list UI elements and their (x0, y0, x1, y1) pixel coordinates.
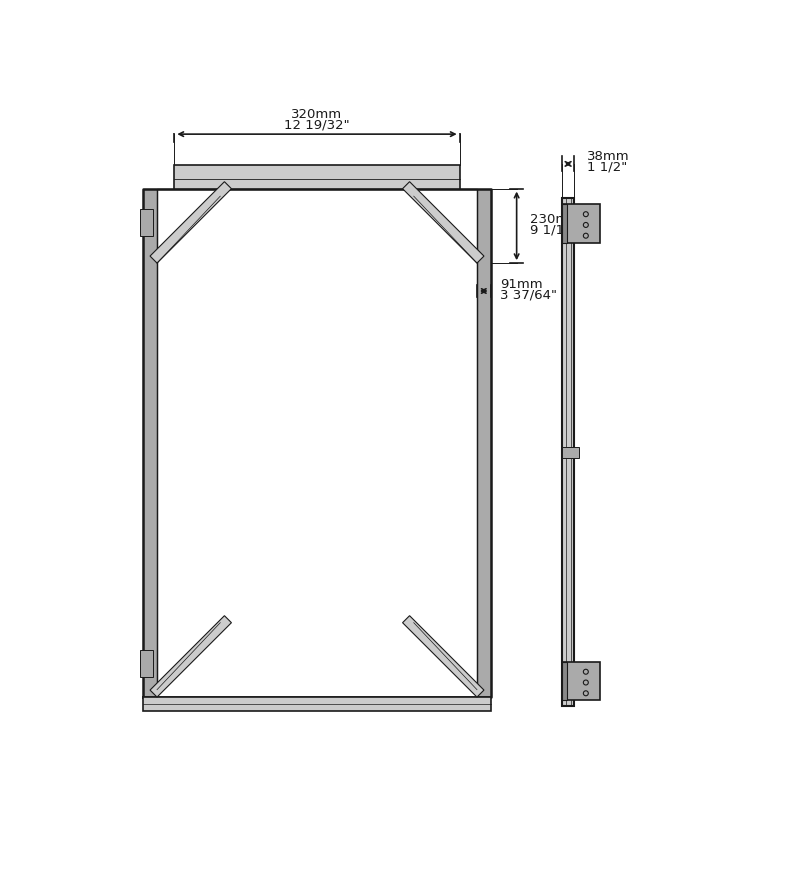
Polygon shape (143, 190, 157, 697)
Polygon shape (150, 183, 231, 263)
Text: 12 19/32": 12 19/32" (284, 119, 350, 132)
Text: 9 1/16": 9 1/16" (530, 223, 578, 236)
Polygon shape (562, 198, 574, 707)
Polygon shape (140, 209, 153, 236)
Polygon shape (562, 447, 579, 458)
Polygon shape (477, 190, 490, 697)
Polygon shape (150, 616, 231, 697)
Polygon shape (402, 183, 484, 263)
Polygon shape (143, 697, 490, 711)
Polygon shape (562, 205, 567, 243)
Text: 230mm: 230mm (530, 212, 582, 226)
Polygon shape (402, 616, 484, 697)
Polygon shape (140, 651, 153, 678)
Polygon shape (562, 662, 600, 701)
Polygon shape (562, 205, 600, 243)
Polygon shape (174, 166, 459, 190)
Text: 1 1/2": 1 1/2" (586, 161, 627, 174)
Text: 3 37/64": 3 37/64" (500, 288, 557, 301)
Text: 38mm: 38mm (586, 150, 630, 163)
Polygon shape (562, 662, 567, 701)
Text: 320mm: 320mm (291, 108, 342, 121)
Text: 91mm: 91mm (500, 277, 542, 291)
